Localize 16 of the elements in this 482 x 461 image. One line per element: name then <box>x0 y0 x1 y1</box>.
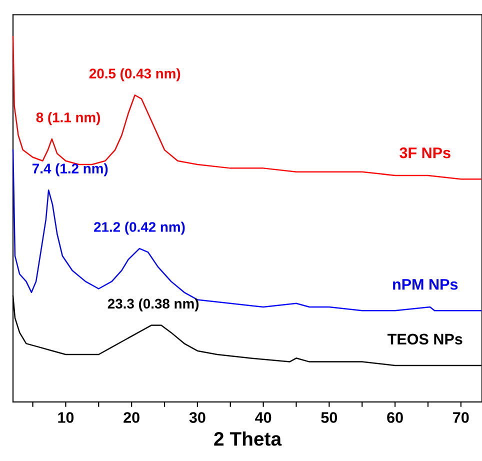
series-label: 3F NPs <box>400 147 450 158</box>
x-tick-label: 60 <box>387 412 403 423</box>
annotation: 21.2 (0.42 nm) <box>94 222 185 235</box>
annotation: 23.3 (0.38 nm) <box>108 298 199 312</box>
x-tick-label: 30 <box>189 412 206 423</box>
x-tick-label: 10 <box>58 412 74 423</box>
x-tick-label: 40 <box>255 412 272 423</box>
annotation: 7.4 (1.2 nm) <box>32 163 108 176</box>
x-tick-label: 50 <box>321 412 338 423</box>
x-tick-label: 20 <box>124 412 140 423</box>
annotation: 8 (1.1 nm) <box>36 112 100 126</box>
x-axis-title: 2 Theta <box>214 432 282 446</box>
x-tick-label: 70 <box>453 412 469 423</box>
series-label: TEOS NPs <box>388 334 462 345</box>
series-label: nPM NPs <box>393 279 458 290</box>
annotation: 20.5 (0.43 nm) <box>89 68 180 82</box>
